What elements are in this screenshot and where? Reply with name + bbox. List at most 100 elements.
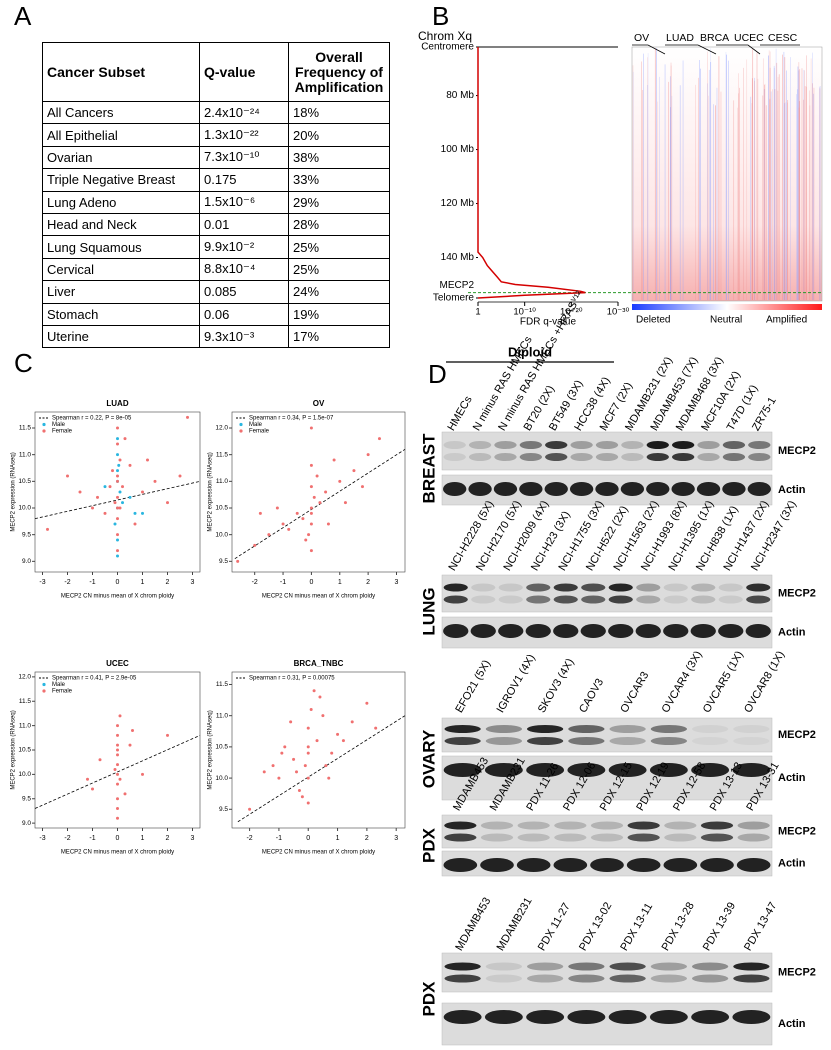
x-tick-label: 0 xyxy=(116,835,120,842)
x-tick-label: -2 xyxy=(64,579,70,586)
mecp2-band xyxy=(590,833,624,842)
mecp2-band xyxy=(443,453,466,461)
y-tick-label: 12.0 xyxy=(215,425,228,432)
table-row: Uterine 9.3x10⁻³ 17% xyxy=(42,324,390,349)
actin-band xyxy=(646,482,670,496)
point xyxy=(128,463,132,467)
x-axis-label: MECP2 CN minus mean of X chrom ploidy xyxy=(262,850,375,856)
mecp2-band xyxy=(519,441,543,449)
point xyxy=(377,437,381,441)
y-tick-label: 9.5 xyxy=(219,558,228,565)
x-tick-label: 10⁻³⁰ xyxy=(607,307,630,318)
tumor-type: UCEC xyxy=(734,32,764,44)
table-cell: 28% xyxy=(288,212,390,237)
y-tick-label: 9.0 xyxy=(22,820,31,827)
lane-label: MDAMB231 xyxy=(495,896,535,953)
point xyxy=(123,792,127,796)
mecp2-band xyxy=(737,821,770,830)
mecp2-band xyxy=(568,974,605,983)
mecp2-band xyxy=(444,974,481,983)
heatmap-legend: Deleted Neutral Amplified xyxy=(636,315,807,326)
actin-band xyxy=(635,624,661,638)
point xyxy=(116,549,119,553)
actin-band xyxy=(443,624,469,638)
tumor-headers: OV LUAD BRCA UCEC CESC xyxy=(632,32,800,55)
panel-letter: C xyxy=(14,348,33,378)
point xyxy=(374,726,378,730)
point xyxy=(121,485,124,489)
tumor-type: BRCA xyxy=(700,32,729,44)
x-tick-label: 0 xyxy=(116,579,120,586)
mecp2-band xyxy=(608,583,633,592)
table-cell: 38% xyxy=(288,145,390,170)
point xyxy=(116,538,119,542)
mecp2-band xyxy=(554,833,587,842)
actin-band xyxy=(480,858,514,872)
table-cell: Lung Squamous xyxy=(42,235,200,259)
tissue-label: LUNG xyxy=(419,587,438,635)
point xyxy=(78,490,82,494)
legend-label: Female xyxy=(249,429,270,435)
protein-label: MECP2 xyxy=(778,587,816,599)
chart-title: Chrom Xq xyxy=(418,29,472,43)
y-axis-label: MECP2 expression (RNAseq) xyxy=(11,452,17,531)
table-cell: 0.01 xyxy=(199,212,289,237)
heatmap xyxy=(631,46,823,302)
point xyxy=(309,707,313,711)
protein-label: Actin xyxy=(778,772,806,784)
table-cell: Stomach xyxy=(42,302,200,326)
actin-band xyxy=(567,763,606,777)
mecp2-band xyxy=(627,821,660,830)
lane-label: CAOV3 xyxy=(577,677,606,715)
point xyxy=(309,463,313,467)
panel-letter: A xyxy=(14,1,32,31)
actin-band xyxy=(732,1010,771,1024)
actin-band xyxy=(696,482,721,496)
table-cell: Uterine xyxy=(42,324,200,349)
point xyxy=(304,538,308,542)
protein-label: MECP2 xyxy=(778,966,816,978)
actin-band xyxy=(443,763,482,777)
actin-band xyxy=(443,1010,482,1024)
actin-band xyxy=(718,624,744,638)
table-cell: 0.06 xyxy=(199,302,289,326)
lane-label: MDAMB453 xyxy=(453,896,493,953)
table-cell: 9.3x10⁻³ xyxy=(199,324,289,349)
mecp2-band xyxy=(568,737,605,745)
point xyxy=(133,522,137,526)
point xyxy=(275,506,279,510)
point xyxy=(306,726,310,730)
x-axis-label: MECP2 CN minus mean of X chrom ploidy xyxy=(61,594,174,600)
mecp2-band xyxy=(748,453,771,461)
lane-label: EFO21 (5X) xyxy=(453,658,493,715)
mecp2-band xyxy=(443,441,466,449)
lane-label: PDX 13-11 xyxy=(618,901,655,953)
mecp2-band xyxy=(748,441,771,449)
protein-label: Actin xyxy=(778,626,806,638)
y-tick-label: 11.5 xyxy=(19,425,32,432)
y-axis-label: MECP2 expression (RNAseq) xyxy=(208,710,214,789)
mecp2-band xyxy=(526,595,551,604)
mecp2-band xyxy=(443,595,468,604)
mecp2-band xyxy=(581,595,606,604)
table-cell: 7.3x10⁻¹⁰ xyxy=(199,145,289,170)
blot-membrane xyxy=(441,616,773,649)
y-tick-label: 10.5 xyxy=(18,747,31,754)
y-tick-label: 100 Mb xyxy=(441,144,475,155)
mecp2-band xyxy=(568,725,605,733)
lane-label: PDX 13-28 xyxy=(660,900,697,953)
y-tick-label: 120 Mb xyxy=(441,198,475,209)
point xyxy=(141,511,144,515)
y-tick-label: 9.5 xyxy=(219,806,228,813)
table-cell: 25% xyxy=(288,257,390,282)
point xyxy=(141,490,144,494)
lane-label: IGROV1 (4X) xyxy=(495,652,538,715)
mecp2-band xyxy=(697,441,720,449)
point xyxy=(324,764,328,768)
x-tick-label: 2 xyxy=(166,579,170,586)
legend-label: Male xyxy=(249,422,263,428)
mecp2-band xyxy=(590,821,624,830)
point xyxy=(91,787,94,791)
panel-letter: B xyxy=(432,1,449,31)
point xyxy=(116,506,119,510)
